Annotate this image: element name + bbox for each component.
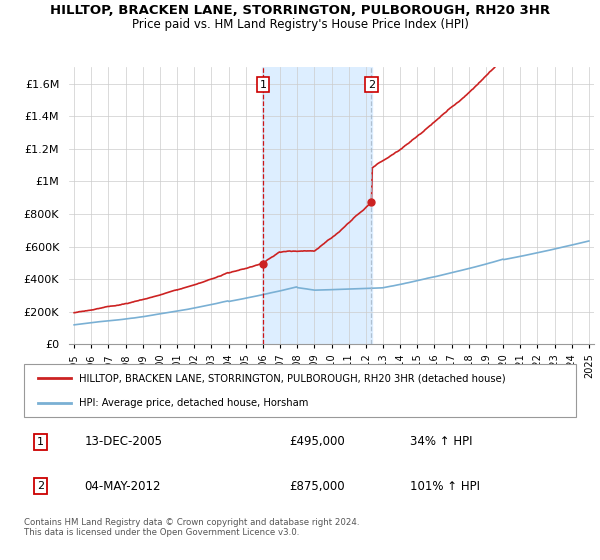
Text: Contains HM Land Registry data © Crown copyright and database right 2024.
This d: Contains HM Land Registry data © Crown c… bbox=[24, 518, 359, 538]
Text: £495,000: £495,000 bbox=[289, 435, 345, 449]
Text: 2: 2 bbox=[37, 481, 44, 491]
Text: 2: 2 bbox=[368, 80, 375, 90]
Text: 34% ↑ HPI: 34% ↑ HPI bbox=[410, 435, 473, 449]
Text: 1: 1 bbox=[259, 80, 266, 90]
Text: Price paid vs. HM Land Registry's House Price Index (HPI): Price paid vs. HM Land Registry's House … bbox=[131, 18, 469, 31]
Text: 04-MAY-2012: 04-MAY-2012 bbox=[85, 480, 161, 493]
FancyBboxPatch shape bbox=[24, 364, 576, 417]
Bar bbox=[262, 67, 373, 344]
Text: HILLTOP, BRACKEN LANE, STORRINGTON, PULBOROUGH, RH20 3HR: HILLTOP, BRACKEN LANE, STORRINGTON, PULB… bbox=[50, 4, 550, 17]
Text: £875,000: £875,000 bbox=[289, 480, 344, 493]
Text: HILLTOP, BRACKEN LANE, STORRINGTON, PULBOROUGH, RH20 3HR (detached house): HILLTOP, BRACKEN LANE, STORRINGTON, PULB… bbox=[79, 374, 506, 384]
Text: HPI: Average price, detached house, Horsham: HPI: Average price, detached house, Hors… bbox=[79, 398, 308, 408]
Text: 13-DEC-2005: 13-DEC-2005 bbox=[85, 435, 163, 449]
Text: 101% ↑ HPI: 101% ↑ HPI bbox=[410, 480, 481, 493]
Text: 1: 1 bbox=[37, 437, 44, 447]
